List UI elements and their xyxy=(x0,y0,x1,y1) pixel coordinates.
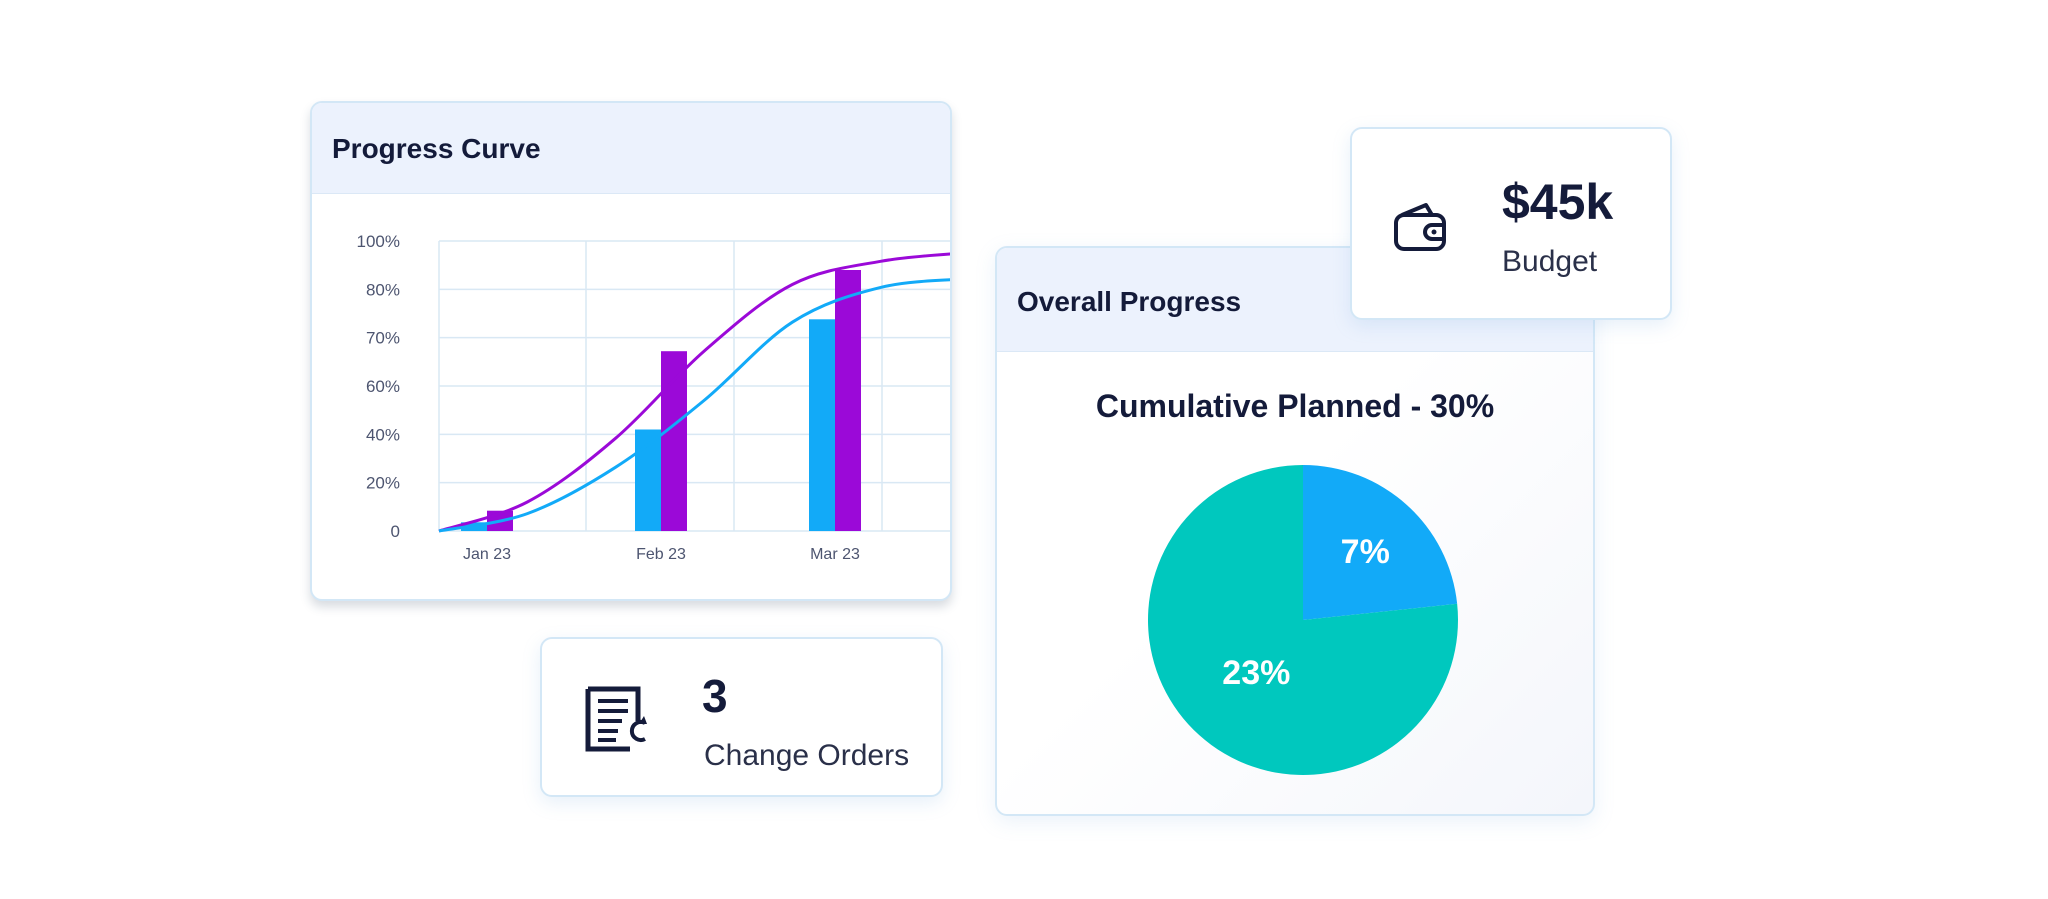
pie-chart-title: Cumulative Planned - 30% xyxy=(1095,388,1495,424)
document-refresh-icon xyxy=(582,683,654,755)
pie-slice-label: 7% xyxy=(1341,533,1390,571)
wallet-icon xyxy=(1392,199,1452,255)
y-tick-label: 80% xyxy=(366,280,400,299)
progress-curve-title: Progress Curve xyxy=(332,133,541,164)
budget-label: Budget xyxy=(1502,245,1598,278)
overall-progress-title: Overall Progress xyxy=(1017,286,1242,317)
budget-value: $45k xyxy=(1502,174,1614,230)
y-tick-label: 100% xyxy=(357,232,400,251)
change-orders-value: 3 xyxy=(702,670,728,722)
pie-slice xyxy=(1303,465,1458,620)
x-tick-label: Jan 23 xyxy=(463,546,511,563)
x-tick-label: Feb 23 xyxy=(636,546,686,563)
y-tick-label: 40% xyxy=(366,425,400,444)
progress-curve-header: Progress Curve xyxy=(312,103,950,194)
x-tick-label: Mar 23 xyxy=(810,546,860,563)
pie-slice xyxy=(1148,465,1458,775)
pie-slice-label: 23% xyxy=(1222,654,1290,692)
y-tick-label: 70% xyxy=(366,329,400,348)
change-orders-label: Change Orders xyxy=(704,739,910,772)
bar xyxy=(809,319,835,531)
purple-curve xyxy=(438,252,950,533)
y-tick-label: 20% xyxy=(366,474,400,493)
y-tick-label: 60% xyxy=(366,377,400,396)
progress-curve-card: Progress Curve 0 20% 40% 60% 70% 80% 100% Jan … xyxy=(310,101,952,601)
pie-chart: 7% 23% xyxy=(1148,465,1458,775)
budget-card[interactable]: $45k Budget xyxy=(1350,127,1672,320)
y-tick-label: 0 xyxy=(391,522,400,541)
overall-progress-card: Overall Progress Cumulative Planned - 30… xyxy=(995,246,1595,816)
change-orders-card[interactable]: 3 Change Orders xyxy=(540,637,943,797)
blue-curve xyxy=(438,278,950,533)
bar xyxy=(835,270,861,531)
